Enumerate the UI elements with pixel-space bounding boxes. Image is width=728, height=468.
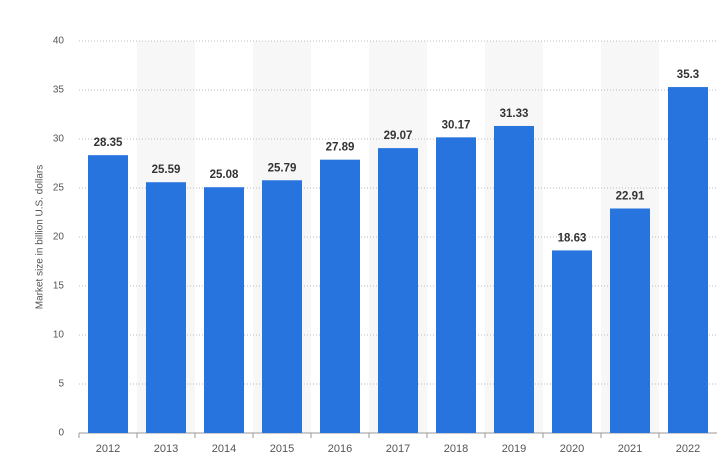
bar (204, 187, 244, 433)
x-tick-label: 2012 (96, 443, 120, 455)
value-label: 30.17 (442, 119, 471, 131)
x-tick-label: 2013 (154, 443, 178, 455)
value-label: 25.59 (152, 164, 181, 176)
x-tick-label: 2014 (212, 443, 236, 455)
y-tick-label: 40 (53, 36, 65, 47)
y-tick-label: 5 (58, 379, 64, 390)
y-axis-label: Market size in billion U.S. dollars (35, 165, 46, 310)
value-label: 18.63 (558, 232, 587, 244)
x-tick-label: 2017 (386, 443, 410, 455)
value-label: 35.3 (677, 69, 699, 81)
value-label: 22.91 (616, 191, 645, 203)
bar (146, 182, 186, 433)
x-tick-label: 2021 (618, 443, 642, 455)
y-tick-label: 0 (58, 428, 64, 439)
y-tick-label: 30 (53, 134, 65, 145)
bar (378, 148, 418, 433)
y-tick-label: 10 (53, 330, 65, 341)
bar (552, 250, 592, 433)
bar (494, 125, 534, 433)
value-label: 31.33 (500, 108, 529, 120)
bar (320, 159, 360, 434)
x-tick-label: 2015 (270, 443, 294, 455)
x-tick-label: 2022 (676, 443, 700, 455)
bar (610, 208, 650, 433)
bar (88, 155, 128, 434)
y-tick-label: 20 (53, 232, 65, 243)
bar (668, 87, 708, 433)
value-label: 25.79 (268, 162, 297, 174)
value-label: 29.07 (384, 130, 413, 142)
bar (262, 180, 302, 433)
y-tick-label: 25 (53, 183, 65, 194)
value-label: 28.35 (94, 137, 123, 149)
value-label: 27.89 (326, 142, 355, 154)
y-tick-label: 15 (53, 281, 65, 292)
x-tick-label: 2016 (328, 443, 352, 455)
y-tick-label: 35 (53, 85, 65, 96)
x-tick-label: 2019 (502, 443, 526, 455)
bar (436, 137, 476, 434)
value-label: 25.08 (210, 169, 239, 181)
x-tick-label: 2018 (444, 443, 468, 455)
x-tick-label: 2020 (560, 443, 584, 455)
